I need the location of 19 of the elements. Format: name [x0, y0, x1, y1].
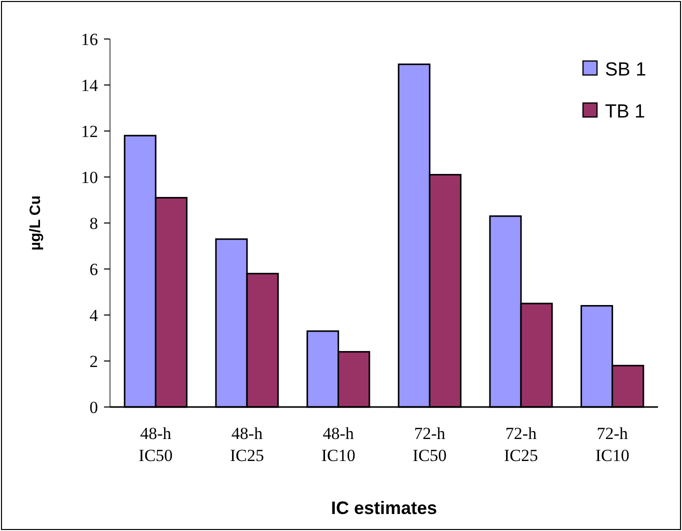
y-tick-label: 16: [81, 30, 98, 49]
y-tick-label: 12: [81, 122, 98, 141]
x-tick-label: 72-h IC10: [595, 424, 630, 465]
y-tick-label: 6: [90, 260, 98, 279]
x-tick-label: 48-h IC10: [321, 424, 356, 465]
y-tick-label: 14: [81, 76, 98, 95]
y-tick-label: 10: [81, 168, 98, 187]
x-tick-label: 48-h IC25: [230, 424, 264, 465]
y-tick-label: 0: [90, 398, 98, 417]
x-tick-label: 48-h IC50: [138, 424, 173, 465]
y-tick-label: 8: [90, 214, 98, 233]
legend-label: TB 1: [605, 102, 646, 123]
x-axis-title: IC estimates: [330, 498, 438, 518]
y-axis-title: µg/L Cu: [27, 195, 44, 251]
x-tick-label: 72-h IC25: [504, 424, 538, 465]
y-tick-label: 4: [90, 306, 98, 325]
x-tick-label: 72-h IC50: [412, 424, 447, 465]
legend-label: SB 1: [605, 60, 646, 81]
y-tick-label: 2: [90, 352, 98, 371]
